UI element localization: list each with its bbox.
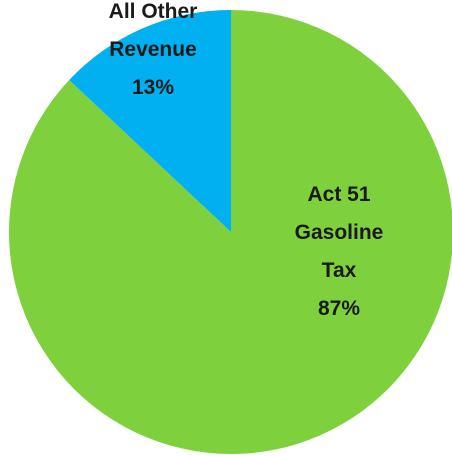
pie-slice-label-1: All Other Revenue 13% xyxy=(109,0,198,99)
pie-slice-0 xyxy=(9,10,452,454)
pie-slice-label-line: 87% xyxy=(318,297,360,320)
pie-slice-label-line: 13% xyxy=(132,76,174,99)
pie-slice-label-line: Act 51 xyxy=(307,183,370,206)
pie-slice-label-line: Tax xyxy=(322,259,357,282)
pie-slice-label-line: Revenue xyxy=(109,38,197,61)
pie-slice-label-line: All Other xyxy=(109,0,198,23)
pie-slice-1 xyxy=(69,10,231,232)
pie-slice-label-0: Act 51 Gasoline Tax 87% xyxy=(295,183,384,320)
pie-slice-label-line: Gasoline xyxy=(295,221,384,244)
